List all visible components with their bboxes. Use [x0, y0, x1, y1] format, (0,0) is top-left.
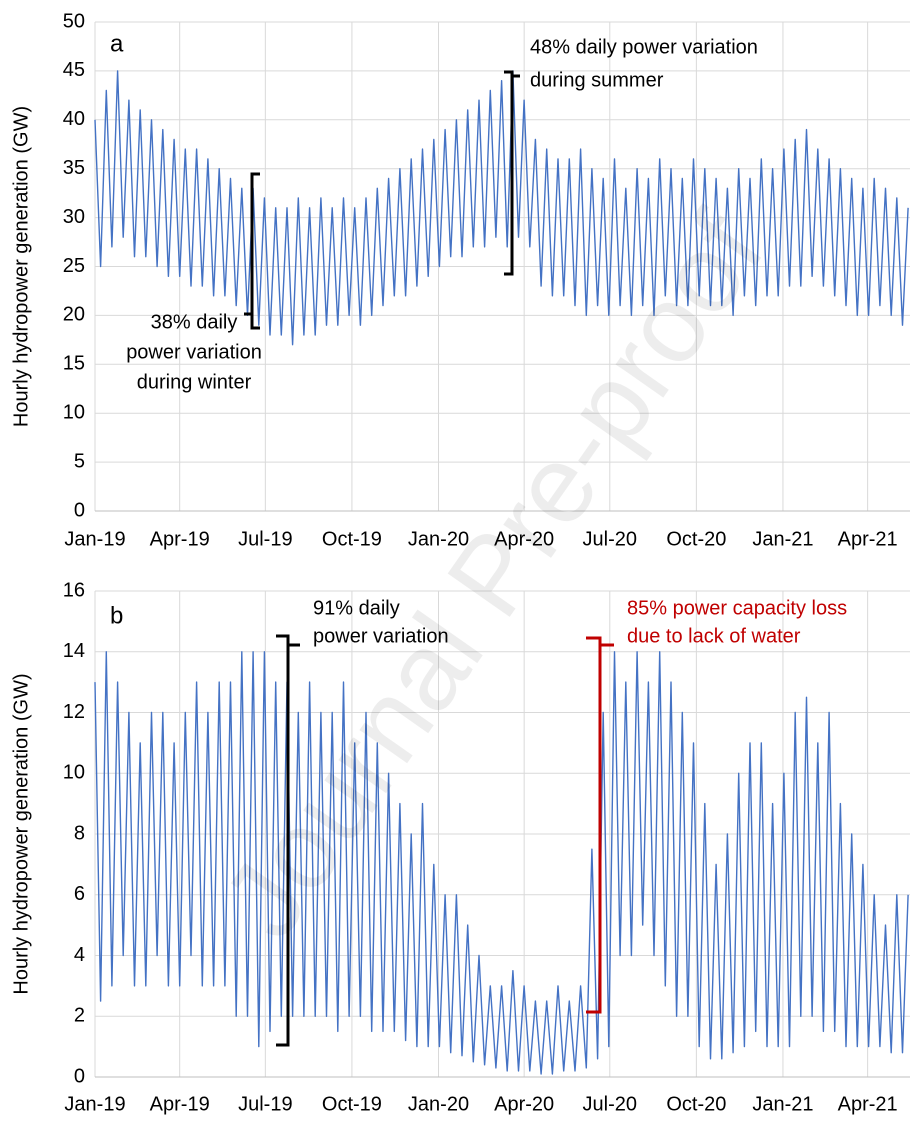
- data-line: [94, 70, 909, 346]
- annotation: power variation: [313, 625, 449, 647]
- y-tick-label: 20: [63, 304, 85, 326]
- annotation: due to lack of water: [627, 625, 801, 647]
- bracket: [244, 172, 260, 330]
- y-tick-label: 45: [63, 59, 85, 81]
- x-tick-label: Jan-20: [408, 528, 469, 550]
- x-tick-label: Jan-20: [408, 1093, 469, 1115]
- y-tick-label: 35: [63, 157, 85, 179]
- y-tick-label: 4: [74, 944, 85, 966]
- y-tick-label: 50: [63, 10, 85, 32]
- y-tick-label: 10: [63, 762, 85, 784]
- annotation: 38% daily: [151, 311, 238, 333]
- y-tick-label: 2: [74, 1005, 85, 1027]
- x-tick-label: Oct-20: [666, 1093, 726, 1115]
- x-tick-label: Jul-20: [583, 528, 637, 550]
- y-tick-label: 16: [63, 579, 85, 601]
- panel-label: a: [110, 30, 124, 57]
- y-tick-label: 0: [74, 499, 85, 521]
- y-tick-label: 12: [63, 701, 85, 723]
- x-tick-label: Jan-21: [752, 528, 813, 550]
- data-line: [94, 651, 909, 1075]
- y-axis-title: Hourly hydropower generation (GW): [10, 673, 32, 994]
- y-tick-label: 25: [63, 255, 85, 277]
- y-tick-label: 14: [63, 640, 85, 662]
- x-tick-label: Jan-21: [752, 1093, 813, 1115]
- y-tick-label: 15: [63, 353, 85, 375]
- x-tick-label: Apr-20: [494, 528, 554, 550]
- bracket: [504, 70, 520, 276]
- x-tick-label: Apr-19: [150, 528, 210, 550]
- bracket: [586, 636, 614, 1014]
- x-tick-label: Apr-21: [838, 528, 898, 550]
- x-tick-label: Jan-19: [64, 528, 125, 550]
- y-tick-label: 8: [74, 822, 85, 844]
- x-tick-label: Jul-19: [238, 528, 292, 550]
- annotation: during summer: [530, 69, 664, 91]
- bracket: [276, 634, 300, 1047]
- x-tick-label: Oct-19: [322, 528, 382, 550]
- annotation: during winter: [137, 371, 252, 393]
- annotation: 91% daily: [313, 597, 400, 619]
- y-tick-label: 0: [74, 1065, 85, 1087]
- x-tick-label: Apr-19: [150, 1093, 210, 1115]
- watermark: Journal Pre-proof: [199, 191, 787, 958]
- panel-label: b: [110, 602, 123, 629]
- annotation: power variation: [126, 341, 262, 363]
- x-tick-label: Oct-20: [666, 528, 726, 550]
- x-tick-label: Jul-20: [583, 1093, 637, 1115]
- x-tick-label: Apr-20: [494, 1093, 554, 1115]
- x-tick-label: Apr-21: [838, 1093, 898, 1115]
- x-tick-label: Oct-19: [322, 1093, 382, 1115]
- x-tick-label: Jan-19: [64, 1093, 125, 1115]
- y-tick-label: 40: [63, 108, 85, 130]
- y-tick-label: 5: [74, 450, 85, 472]
- y-axis-title: Hourly hydropower generation (GW): [10, 106, 32, 427]
- y-tick-label: 6: [74, 883, 85, 905]
- x-tick-label: Jul-19: [238, 1093, 292, 1115]
- y-tick-label: 10: [63, 401, 85, 423]
- annotation: 85% power capacity loss: [627, 597, 847, 619]
- y-tick-label: 30: [63, 206, 85, 228]
- annotation: 48% daily power variation: [530, 36, 758, 58]
